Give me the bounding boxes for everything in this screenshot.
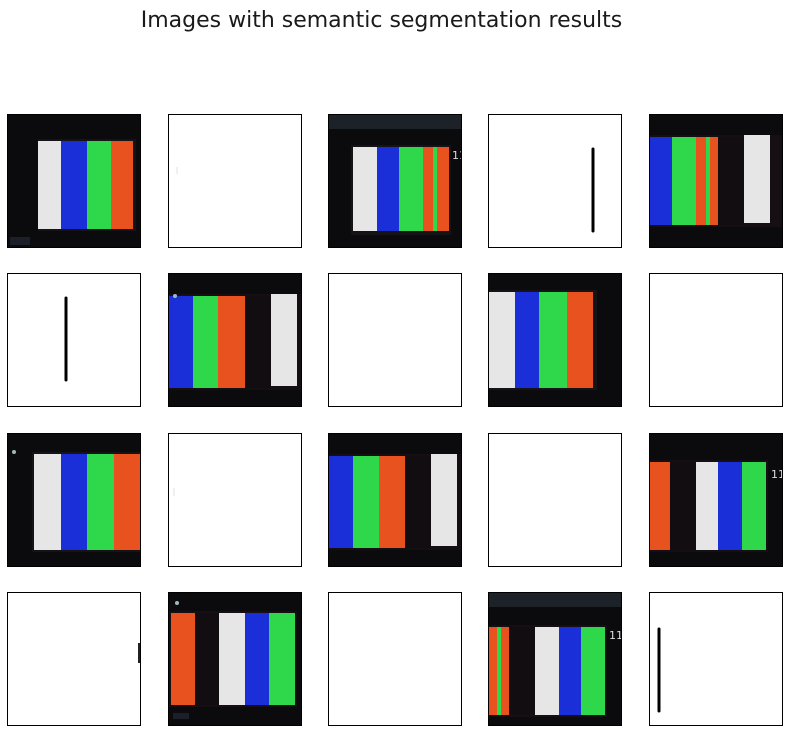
tile-r1-c2 bbox=[168, 114, 302, 248]
mask-image bbox=[169, 434, 301, 566]
mask-image bbox=[650, 593, 782, 725]
side-text: 11 bbox=[609, 629, 621, 642]
photo-image bbox=[169, 593, 301, 725]
tile-r1-c3: 11 bbox=[328, 114, 462, 248]
tile-r1-c5 bbox=[649, 114, 783, 248]
photo-image bbox=[8, 115, 140, 247]
tile-r4-c2 bbox=[168, 592, 302, 726]
figure-title: Images with semantic segmentation result… bbox=[140, 8, 623, 33]
side-text: 11 bbox=[452, 149, 461, 162]
tile-r2-c5 bbox=[649, 273, 783, 407]
photo-image bbox=[650, 115, 782, 247]
tile-r3-c1 bbox=[7, 433, 141, 567]
mask-image bbox=[8, 274, 140, 406]
tile-r3-c4 bbox=[488, 433, 622, 567]
tile-r4-c4: 11 bbox=[488, 592, 622, 726]
photo-image bbox=[169, 274, 301, 406]
mask-image bbox=[8, 593, 140, 725]
mask-image bbox=[169, 115, 301, 247]
photo-image: 11 bbox=[329, 115, 461, 247]
mask-image bbox=[489, 434, 621, 566]
tile-r3-c2 bbox=[168, 433, 302, 567]
tile-r4-c1 bbox=[7, 592, 141, 726]
mask-image bbox=[329, 593, 461, 725]
photo-image bbox=[329, 434, 461, 566]
side-text: 11 bbox=[771, 468, 782, 481]
mask-image bbox=[329, 274, 461, 406]
photo-image: 11 bbox=[489, 593, 621, 725]
mask-image bbox=[489, 115, 621, 247]
tile-r2-c3 bbox=[328, 273, 462, 407]
tile-r4-c3 bbox=[328, 592, 462, 726]
tile-r2-c2 bbox=[168, 273, 302, 407]
tile-r4-c5 bbox=[649, 592, 783, 726]
tile-r3-c5: 11 bbox=[649, 433, 783, 567]
mask-image bbox=[650, 274, 782, 406]
tile-r2-c1 bbox=[7, 273, 141, 407]
tile-r1-c1 bbox=[7, 114, 141, 248]
tile-r3-c3 bbox=[328, 433, 462, 567]
photo-image: 11 bbox=[650, 434, 782, 566]
photo-image bbox=[489, 274, 621, 406]
tile-r2-c4 bbox=[488, 273, 622, 407]
tile-r1-c4 bbox=[488, 114, 622, 248]
photo-image bbox=[8, 434, 140, 566]
